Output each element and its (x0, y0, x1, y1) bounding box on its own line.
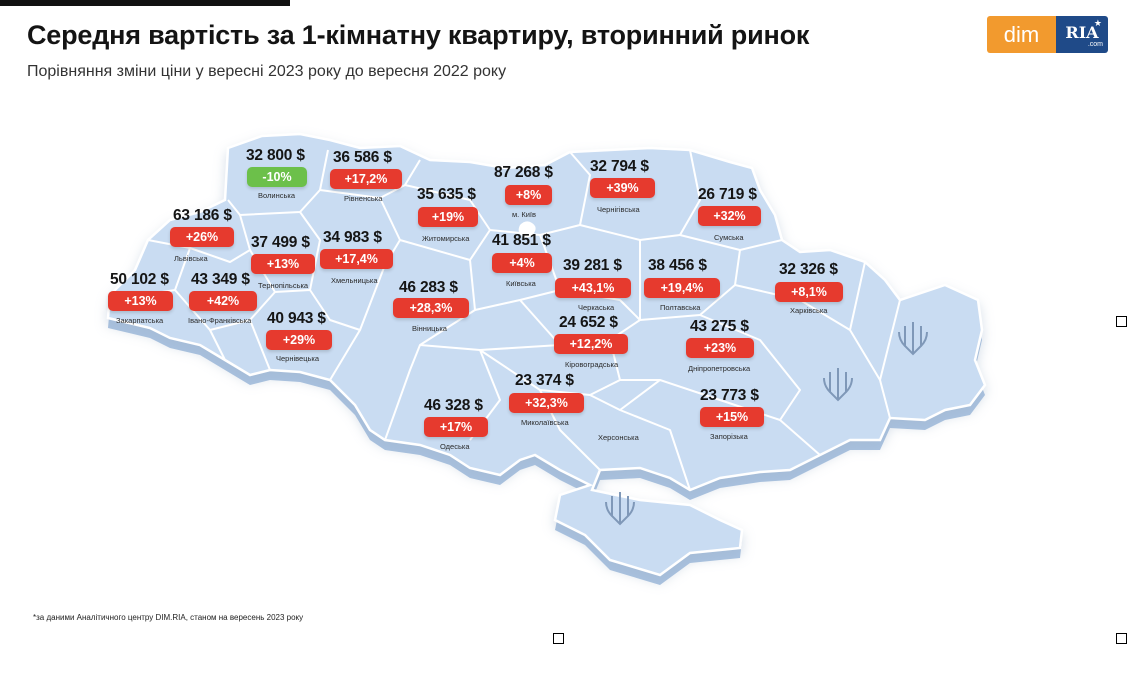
region-name: Вінницька (412, 324, 447, 333)
region-price: 39 281 $ (563, 257, 622, 274)
trident-icon (898, 322, 928, 356)
price-change-badge: +32,3% (509, 393, 584, 413)
logo-ria-part: ★ RIA .com (1056, 16, 1108, 53)
region-price: 32 800 $ (246, 147, 305, 164)
resize-handle-corner[interactable] (1116, 633, 1127, 644)
price-change-badge: +23% (686, 338, 754, 358)
price-change-badge: +4% (492, 253, 552, 273)
region-price: 23 773 $ (700, 387, 759, 404)
region-price: 32 326 $ (779, 261, 838, 278)
star-icon: ★ (1093, 18, 1102, 28)
page-title: Середня вартість за 1-кімнатну квартиру,… (27, 20, 810, 50)
region-price: 32 794 $ (590, 158, 649, 175)
region-name: м. Київ (512, 210, 536, 219)
price-change-badge: +8% (505, 185, 552, 205)
price-change-badge: +43,1% (555, 278, 631, 298)
kyiv-city-shape (518, 221, 536, 238)
region-price: 46 283 $ (399, 279, 458, 296)
region-name: Черкаська (578, 303, 615, 312)
region-price: 50 102 $ (110, 271, 169, 288)
region-name: Львівська (174, 254, 208, 263)
region-price: 34 983 $ (323, 229, 382, 246)
region-price: 26 719 $ (698, 186, 757, 203)
price-change-badge: -10% (247, 167, 307, 187)
price-change-badge: +42% (189, 291, 257, 311)
region-price: 37 499 $ (251, 234, 310, 251)
region-name: Чернігівська (597, 205, 640, 214)
price-change-badge: +19,4% (644, 278, 720, 298)
logo-dim-part: dim (987, 16, 1056, 53)
top-decoration-strip (0, 0, 290, 6)
region-price: 36 586 $ (333, 149, 392, 166)
region-price: 43 275 $ (690, 318, 749, 335)
price-change-badge: +28,3% (393, 298, 469, 318)
region-name: Чернівецька (276, 354, 320, 363)
footnote: *за даними Аналітичного центру DIM.RIA, … (33, 613, 304, 622)
region-name: Одеська (440, 442, 470, 451)
price-change-badge: +19% (418, 207, 478, 227)
region-name: Запорізька (710, 432, 748, 441)
price-change-badge: +26% (170, 227, 234, 247)
price-change-badge: +17% (424, 417, 488, 437)
logo-ria-text: RIA (1065, 22, 1099, 42)
price-change-badge: +8,1% (775, 282, 843, 302)
region-name: Кіровоградська (565, 360, 619, 369)
price-change-badge: +29% (266, 330, 332, 350)
region-name: Київська (506, 279, 536, 288)
region-price: 43 349 $ (191, 271, 250, 288)
region-name: Волинська (258, 191, 295, 200)
region-name: Івано-Франківська (188, 316, 252, 325)
region-price: 46 328 $ (424, 397, 483, 414)
price-change-badge: +15% (700, 407, 764, 427)
trident-icon (605, 492, 635, 526)
region-name: Миколаївська (521, 418, 569, 427)
resize-handle-bottom[interactable] (553, 633, 564, 644)
price-change-badge: +12,2% (554, 334, 628, 354)
region-name: Харківська (790, 306, 828, 315)
dim-ria-logo[interactable]: dim ★ RIA .com (987, 16, 1108, 53)
region-name: Житомирська (422, 234, 470, 243)
region-price: 87 268 $ (494, 164, 553, 181)
region-name: Рівненська (344, 194, 383, 203)
price-change-badge: +17,4% (320, 249, 393, 269)
price-change-badge: +13% (108, 291, 173, 311)
region-name: Хмельницька (331, 276, 378, 285)
page-subtitle: Порівняння зміни ціни у вересні 2023 рок… (27, 63, 507, 80)
region-price: 35 635 $ (417, 186, 476, 203)
tryzub-icons (605, 322, 928, 526)
price-change-badge: +32% (698, 206, 761, 226)
region-name: Дніпропетровська (688, 364, 751, 373)
region-name: Закарпатська (116, 316, 164, 325)
region-price: 23 374 $ (515, 372, 574, 389)
region-name: Полтавська (660, 303, 701, 312)
trident-icon (823, 368, 853, 402)
price-change-badge: +13% (251, 254, 315, 274)
region-name: Тернопільська (258, 281, 309, 290)
region-price: 63 186 $ (173, 207, 232, 224)
resize-handle-right[interactable] (1116, 316, 1127, 327)
logo-com-text: .com (1087, 40, 1103, 48)
region-name: Сумська (714, 233, 744, 242)
region-name: Херсонська (598, 433, 639, 442)
price-change-badge: +39% (590, 178, 655, 198)
region-price: 24 652 $ (559, 314, 618, 331)
region-price: 41 851 $ (492, 232, 551, 249)
price-change-badge: +17,2% (330, 169, 402, 189)
region-price: 38 456 $ (648, 257, 707, 274)
region-price: 40 943 $ (267, 310, 326, 327)
